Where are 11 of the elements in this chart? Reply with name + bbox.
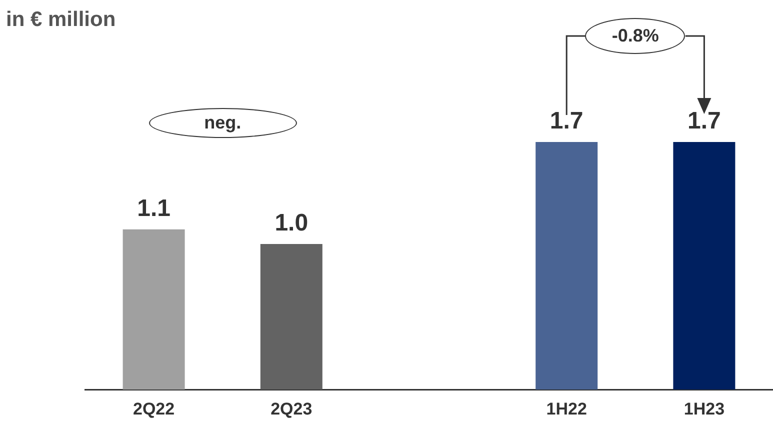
x-tick-label: 1H22 bbox=[546, 399, 587, 418]
x-tick-label: 1H23 bbox=[684, 399, 725, 418]
data-label: 1.7 bbox=[550, 108, 584, 135]
data-label: 1.0 bbox=[274, 210, 308, 237]
data-label: 1.7 bbox=[688, 108, 721, 135]
text: -0.8% bbox=[612, 26, 659, 46]
data-label: 1.1 bbox=[137, 195, 170, 222]
x-tick-label: 2Q22 bbox=[133, 399, 175, 418]
text: neg. bbox=[204, 112, 242, 134]
x-tick-label: 2Q23 bbox=[270, 399, 312, 418]
chart-title: in € million bbox=[6, 8, 116, 32]
